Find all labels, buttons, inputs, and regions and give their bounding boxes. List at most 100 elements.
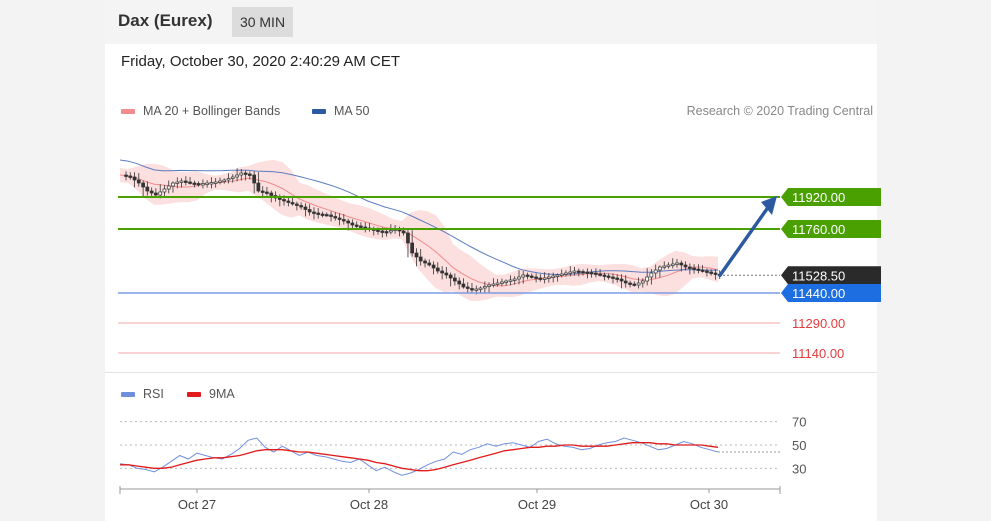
candle-body	[551, 275, 556, 278]
candle-body	[649, 272, 654, 278]
candle-body	[423, 260, 427, 264]
level-tag-11920.00	[781, 188, 881, 206]
rsi-series-9MA	[120, 442, 719, 472]
legend-label-ma20: MA 20 + Bollinger Bands	[143, 104, 281, 118]
level-tag-11528.50	[781, 266, 881, 285]
candle-body	[145, 186, 150, 192]
level-label-11760.00: 11760.00	[792, 222, 845, 237]
candle-body	[188, 181, 192, 184]
candle-body	[555, 274, 560, 277]
level-tag-11440.00	[781, 284, 881, 302]
candle-body	[401, 230, 406, 234]
candle-body	[538, 277, 543, 280]
candle-body	[286, 200, 291, 203]
legend-swatch-ma20	[121, 108, 135, 114]
candle-body	[534, 276, 538, 279]
candle-body	[175, 181, 180, 184]
level-label-11290.00: 11290.00	[792, 316, 845, 331]
candle-body	[316, 212, 321, 215]
candle-body	[418, 256, 423, 262]
rsi-series-RSI	[119, 437, 719, 476]
level-tag-11760.00	[781, 220, 881, 238]
x-tick-label-1: Oct 28	[350, 497, 388, 512]
candle-body	[576, 270, 581, 273]
candle-body	[653, 269, 658, 274]
candle-body	[632, 283, 637, 286]
candle-body	[435, 267, 440, 272]
candle-body	[440, 270, 444, 274]
candle-body	[705, 270, 709, 273]
candle-body	[478, 287, 483, 290]
chart-panel	[105, 0, 877, 521]
candle-body	[359, 225, 363, 228]
candle-body	[444, 272, 449, 276]
candle-body	[183, 180, 188, 183]
candle-body	[619, 278, 624, 282]
forecast-arrow-line	[718, 204, 771, 278]
candle-body	[201, 183, 205, 186]
candle-body	[696, 268, 701, 271]
candle-body	[546, 276, 551, 279]
candle-body	[508, 279, 513, 282]
candle-body	[128, 175, 133, 178]
candle-body	[495, 282, 500, 285]
candle-body	[171, 182, 175, 187]
candle-body	[196, 183, 201, 186]
candle-body	[453, 277, 457, 282]
candle-body	[192, 182, 197, 185]
candle-body	[504, 280, 508, 283]
level-label-11140.00: 11140.00	[792, 346, 844, 361]
level-label-11440.00: 11440.00	[792, 286, 845, 301]
candle-body	[141, 182, 145, 188]
candle-body	[209, 182, 214, 185]
candle-body	[376, 229, 380, 232]
candle-body	[465, 286, 470, 289]
candle-body	[491, 283, 496, 286]
candle-body	[525, 274, 530, 277]
panel-divider	[105, 372, 877, 373]
candle-body	[709, 271, 714, 274]
candle-body	[521, 274, 526, 278]
candle-body	[581, 271, 585, 274]
candle-body	[670, 263, 675, 266]
legend-ma20: MA 20 + Bollinger Bands	[121, 104, 280, 118]
candle-body	[235, 174, 239, 178]
candle-body	[666, 264, 671, 267]
candle-body	[448, 274, 453, 279]
candle-body	[640, 280, 645, 284]
candle-body	[658, 266, 662, 271]
candle-body	[324, 214, 329, 217]
candle-body	[589, 272, 594, 275]
candle-body	[307, 209, 312, 213]
candle-body	[636, 282, 641, 286]
candle-body	[529, 275, 534, 278]
legend-9ma: 9MA	[187, 387, 235, 401]
candle-body	[679, 262, 684, 266]
candle-body	[482, 286, 487, 289]
candle-body	[299, 205, 303, 208]
candle-body	[700, 269, 705, 272]
candle-body	[645, 276, 650, 282]
timeframe-badge[interactable]: 30 MIN	[232, 7, 293, 37]
candle-body	[512, 278, 517, 281]
candle-body	[500, 281, 504, 284]
candle-body	[166, 185, 171, 190]
candle-body	[179, 180, 184, 183]
instrument-title: Dax (Eurex)	[118, 11, 213, 30]
candle-body	[149, 190, 154, 194]
candle-body	[688, 266, 692, 269]
candle-body	[256, 182, 261, 192]
candle-body	[410, 242, 415, 254]
candle-body	[542, 277, 547, 280]
candle-body	[269, 192, 274, 196]
candle-body	[277, 197, 282, 200]
x-tick-label-0: Oct 27	[178, 497, 216, 512]
candle-body	[431, 264, 436, 269]
candle-body	[260, 190, 265, 193]
candle-body	[354, 224, 359, 227]
legend-rsi: RSI	[121, 387, 164, 401]
candle-body	[265, 191, 269, 194]
candle-body	[295, 203, 299, 206]
candle-body	[124, 174, 128, 177]
